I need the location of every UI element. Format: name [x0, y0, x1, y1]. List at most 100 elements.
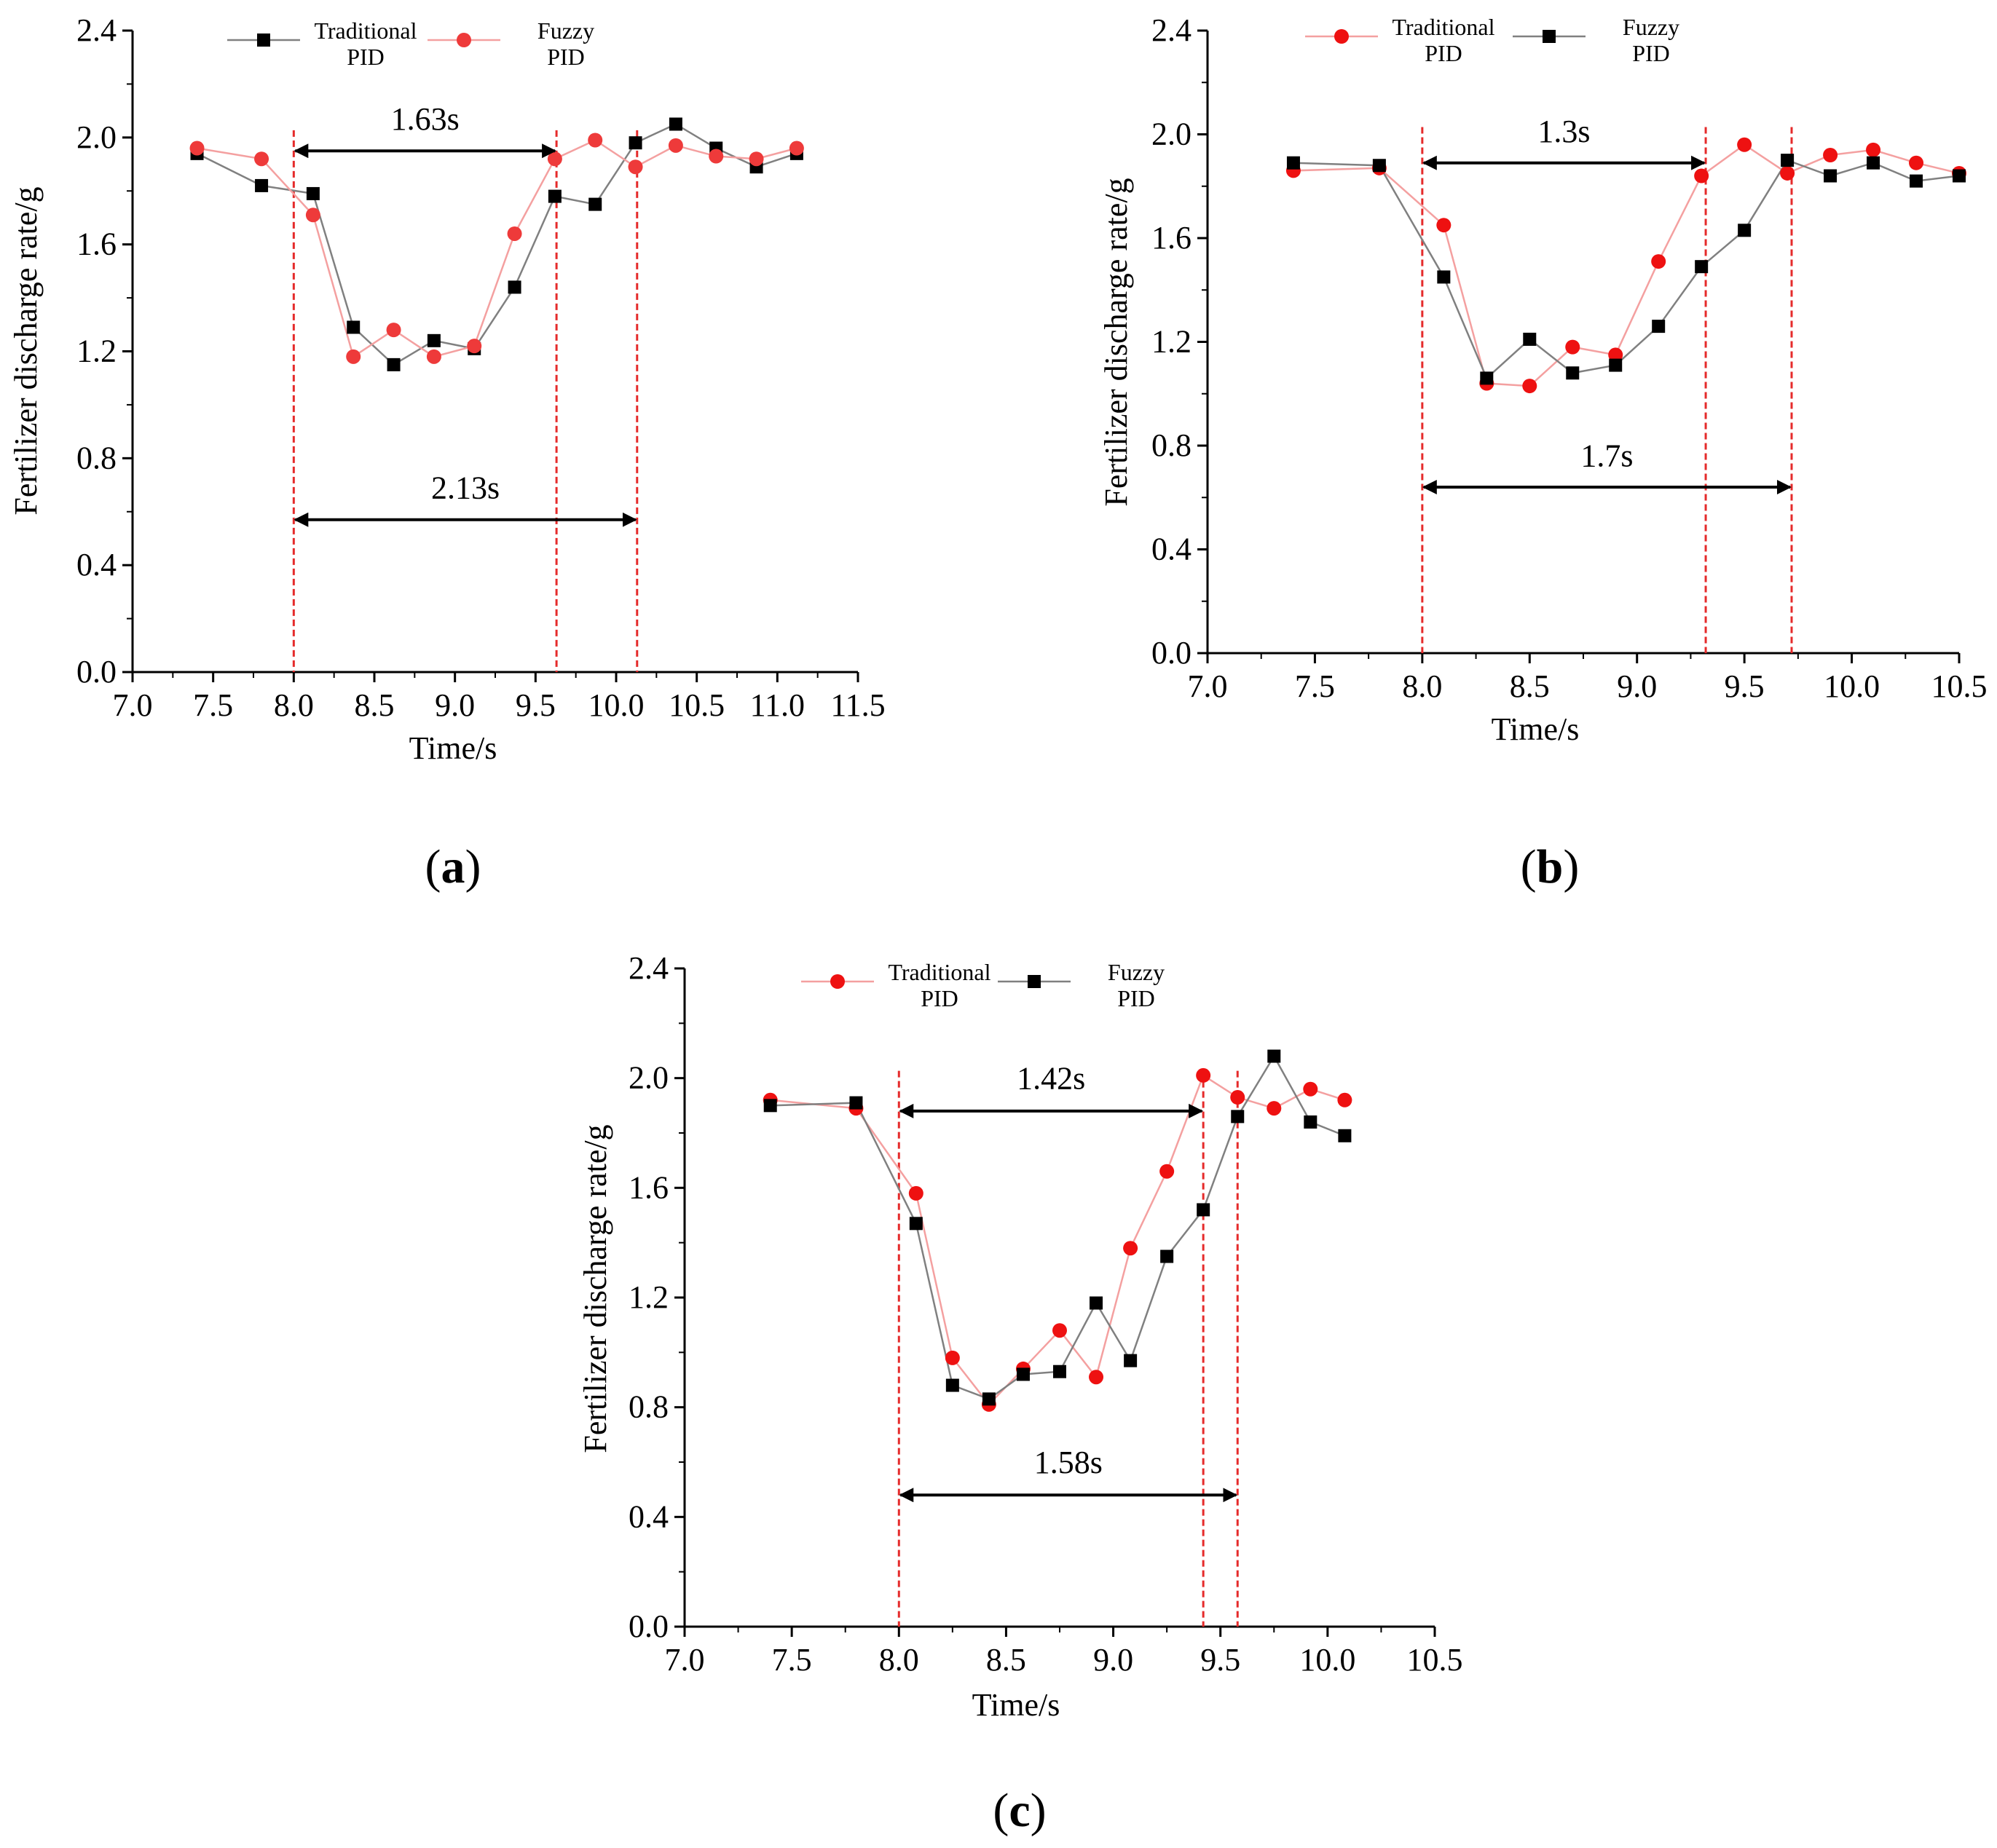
- y-tick-label: 1.2: [1151, 324, 1191, 360]
- y-tick-label: 2.4: [1151, 12, 1191, 48]
- data-point-traditional-pid: [255, 178, 269, 192]
- data-point-fuzzy-pid: [1652, 320, 1666, 333]
- y-tick-label: 2.4: [76, 12, 117, 48]
- series-line-circle: [197, 139, 797, 358]
- data-point-traditional-pid: [427, 333, 441, 347]
- data-point-fuzzy-pid: [1867, 156, 1880, 170]
- x-axis-title: Time/s: [1492, 711, 1580, 747]
- data-point-traditional-pid: [1522, 379, 1537, 394]
- data-point-fuzzy-pid: [849, 1096, 863, 1110]
- legend-marker: [457, 33, 471, 47]
- y-axis-title: Fertilizer discharge rate/g: [578, 1124, 613, 1453]
- data-point-traditional-pid: [1196, 1067, 1211, 1083]
- data-point-traditional-pid: [1565, 339, 1580, 355]
- legend-label: Fuzzy: [1108, 959, 1165, 985]
- series-line-circle: [1293, 143, 1960, 387]
- data-point-fuzzy-pid: [1824, 169, 1838, 183]
- data-point-fuzzy-pid: [1910, 174, 1923, 188]
- data-point-fuzzy-pid: [668, 138, 683, 153]
- data-point-traditional-pid: [629, 136, 642, 150]
- data-point-fuzzy-pid: [1738, 224, 1752, 237]
- data-point-fuzzy-pid: [1372, 159, 1386, 173]
- data-point-fuzzy-pid: [189, 141, 205, 156]
- y-tick-label: 0.8: [629, 1389, 669, 1425]
- data-point-fuzzy-pid: [1016, 1367, 1030, 1381]
- data-point-traditional-pid: [588, 197, 602, 211]
- data-point-traditional-pid: [669, 117, 682, 131]
- data-point-traditional-pid: [1089, 1370, 1104, 1385]
- legend-label: Traditional: [888, 959, 990, 985]
- interval-label: 1.7s: [1580, 438, 1633, 474]
- legend-label: PID: [1117, 985, 1155, 1011]
- data-point-fuzzy-pid: [909, 1217, 923, 1231]
- legend-marker: [1334, 29, 1349, 44]
- series-line-square: [1293, 159, 1960, 380]
- data-point-traditional-pid: [1052, 1323, 1067, 1338]
- data-point-fuzzy-pid: [982, 1392, 996, 1406]
- data-point-traditional-pid: [1303, 1081, 1318, 1097]
- y-tick-label: 2.0: [629, 1060, 669, 1096]
- data-point-traditional-pid: [1267, 1101, 1282, 1116]
- x-tick-label: 7.0: [665, 1642, 705, 1678]
- y-tick-label: 2.4: [629, 950, 669, 986]
- data-point-fuzzy-pid: [1160, 1249, 1174, 1263]
- data-point-traditional-pid: [1909, 155, 1924, 170]
- interval-label: 1.42s: [1017, 1061, 1085, 1097]
- legend-marker: [1028, 975, 1041, 988]
- data-point-fuzzy-pid: [749, 151, 764, 167]
- data-point-fuzzy-pid: [1304, 1115, 1317, 1129]
- y-tick-label: 0.0: [629, 1608, 669, 1644]
- x-tick-label: 8.0: [1402, 668, 1442, 704]
- x-tick-label: 10.0: [1824, 668, 1880, 704]
- data-point-fuzzy-pid: [1197, 1203, 1210, 1217]
- data-point-traditional-pid: [1230, 1090, 1245, 1105]
- data-point-traditional-pid: [1608, 347, 1623, 363]
- x-tick-label: 8.5: [986, 1642, 1026, 1678]
- data-point-fuzzy-pid: [1437, 270, 1451, 284]
- data-point-fuzzy-pid: [763, 1099, 777, 1113]
- y-tick-label: 0.8: [1151, 427, 1191, 463]
- legend-marker: [1543, 30, 1556, 43]
- x-tick-label: 9.0: [1617, 668, 1657, 704]
- chart-panel-c: 7.0 7.5 8.0 8.5 9.0 9.5 10.0 10.5 0.0 0.4 0.8 1.2 1.…: [578, 950, 1463, 1837]
- data-point-traditional-pid: [1651, 254, 1666, 269]
- data-point-fuzzy-pid: [507, 226, 522, 241]
- x-tick-label: 8.5: [1510, 668, 1550, 704]
- x-tick-label: 8.5: [355, 687, 395, 723]
- legend-label: PID: [921, 985, 958, 1011]
- data-point-fuzzy-pid: [945, 1378, 959, 1392]
- x-tick-label: 8.0: [274, 687, 314, 723]
- data-point-fuzzy-pid: [426, 349, 441, 364]
- legend-marker: [830, 974, 845, 989]
- legend-label: PID: [1632, 40, 1670, 66]
- x-tick-label: 11.5: [830, 687, 885, 723]
- data-point-fuzzy-pid: [709, 149, 724, 164]
- data-point-fuzzy-pid: [1124, 1354, 1138, 1367]
- series-line-circle: [770, 1074, 1345, 1406]
- y-tick-label: 1.6: [76, 226, 117, 262]
- x-tick-label: 7.5: [1295, 668, 1335, 704]
- panel-label: (a): [425, 840, 481, 893]
- chart-panel-a: 7.0 7.5 8.0 8.5 9.0 9.5 10.0 10.5 11.0 11.5 0.0 0.4…: [8, 12, 886, 893]
- data-point-fuzzy-pid: [1523, 332, 1537, 346]
- legend-label: Traditional: [1392, 14, 1494, 40]
- data-point-traditional-pid: [908, 1185, 923, 1201]
- legend-label: PID: [347, 44, 385, 70]
- data-point-traditional-pid: [1123, 1241, 1138, 1256]
- x-tick-label: 10.0: [1299, 1642, 1355, 1678]
- y-tick-label: 1.2: [629, 1279, 669, 1315]
- x-tick-label: 7.0: [1188, 668, 1228, 704]
- data-point-fuzzy-pid: [1231, 1110, 1245, 1124]
- x-tick-label: 7.5: [772, 1642, 812, 1678]
- x-tick-label: 9.0: [1093, 1642, 1133, 1678]
- x-tick-label: 8.0: [879, 1642, 919, 1678]
- x-tick-label: 10.0: [588, 687, 645, 723]
- data-point-fuzzy-pid: [1053, 1365, 1066, 1378]
- data-point-traditional-pid: [1823, 148, 1838, 162]
- y-tick-label: 0.0: [1151, 635, 1191, 671]
- data-point-fuzzy-pid: [1953, 169, 1966, 183]
- interval-label: 1.3s: [1537, 114, 1590, 149]
- y-tick-label: 0.4: [76, 547, 117, 583]
- x-tick-label: 10.5: [1931, 668, 1988, 704]
